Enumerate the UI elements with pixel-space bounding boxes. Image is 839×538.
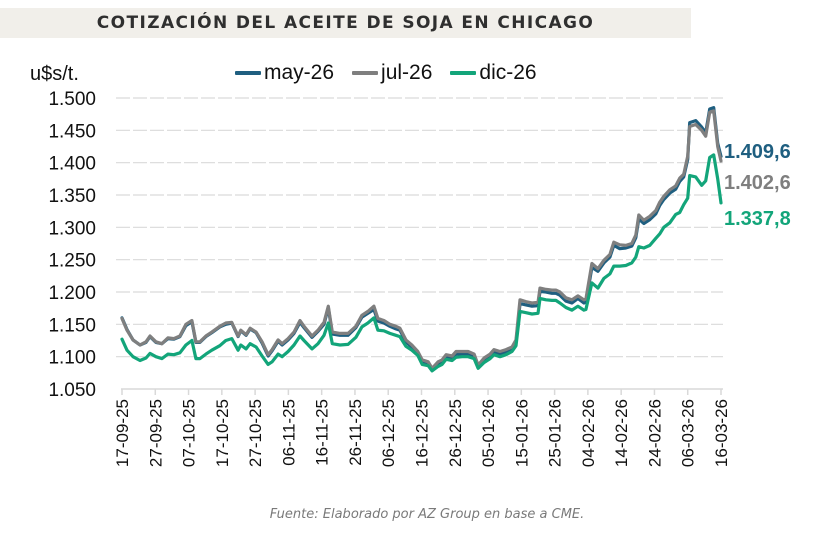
end-labels: 1.409,6 1.402,6 1.337,8: [724, 141, 791, 230]
x-tick-label: 27-09-25: [146, 399, 165, 467]
end-value-label-may-26: 1.409,6: [724, 141, 791, 163]
x-tick-label: 06-12-25: [379, 399, 398, 467]
y-tick-label: 1.400: [48, 154, 96, 175]
title-bar: [0, 8, 691, 38]
legend-label-may-26: may-26: [264, 61, 335, 84]
x-tick-label: 24-02-26: [645, 399, 664, 467]
x-tick-label: 16-03-26: [712, 399, 731, 467]
legend-swatch-may-26: [235, 71, 261, 75]
x-tick-label: 17-09-25: [113, 399, 132, 467]
y-tick-label: 1.100: [48, 348, 96, 369]
legend-label-jul-26: jul-26: [381, 61, 433, 84]
legend-label-dic-26: dic-26: [479, 61, 537, 84]
x-tick-label: 26-11-25: [346, 399, 365, 466]
source-caption: Fuente: Elaborado por AZ Group en base a…: [269, 507, 585, 522]
chart-title: COTIZACIÓN DEL ACEITE DE SOJA EN CHICAGO: [96, 13, 595, 33]
y-axis-ticks: 1.050 1.100 1.150 1.200 1.250 1.300 1.350 1.400…: [48, 89, 96, 401]
y-tick-label: 1.150: [48, 315, 96, 336]
legend-item-dic-26: dic-26: [450, 61, 537, 85]
x-tick-label: 07-10-25: [180, 399, 199, 467]
y-tick-label: 1.300: [48, 218, 96, 239]
series-line-jul-26: [120, 109, 723, 370]
y-tick-label: 1.500: [48, 89, 96, 110]
legend-swatch-dic-26: [450, 71, 477, 75]
y-tick-label: 1.350: [48, 186, 96, 207]
end-value-label-dic-26: 1.337,8: [724, 208, 791, 230]
legend-item-jul-26: jul-26: [352, 61, 432, 85]
x-tick-label: 17-10-25: [213, 399, 232, 467]
end-value-label-jul-26: 1.402,6: [724, 172, 791, 194]
x-tick-label: 05-01-26: [479, 399, 498, 467]
legend-swatch-jul-26: [352, 71, 379, 75]
x-tick-label: 14-02-26: [612, 399, 631, 467]
x-tick-label: 04-02-26: [579, 399, 598, 467]
y-tick-label: 1.250: [48, 251, 96, 272]
x-tick-label: 06-11-25: [279, 399, 298, 466]
x-tick-label: 16-11-25: [313, 399, 332, 466]
y-tick-label: 1.050: [48, 380, 96, 401]
x-tick-label: 06-03-26: [679, 399, 698, 467]
y-tick-label: 1.450: [48, 121, 96, 142]
x-axis: 17-09-25 27-09-25 07-10-25 17-10-25 27-10-25…: [113, 388, 731, 467]
legend: may-26 jul-26 dic-26: [235, 61, 555, 85]
gridlines: [116, 97, 723, 358]
x-tick-label: 26-12-25: [446, 399, 465, 467]
x-tick-label: 25-01-26: [546, 399, 565, 467]
legend-item-may-26: may-26: [235, 61, 334, 85]
y-axis-unit-label: u$s/t.: [30, 63, 79, 85]
y-tick-label: 1.200: [48, 283, 96, 304]
series-lines: [120, 106, 723, 373]
x-tick-label: 27-10-25: [246, 399, 265, 467]
series-line-dic-26: [120, 153, 723, 373]
x-tick-label: 15-01-26: [512, 399, 531, 467]
x-tick-label: 16-12-25: [413, 399, 432, 467]
